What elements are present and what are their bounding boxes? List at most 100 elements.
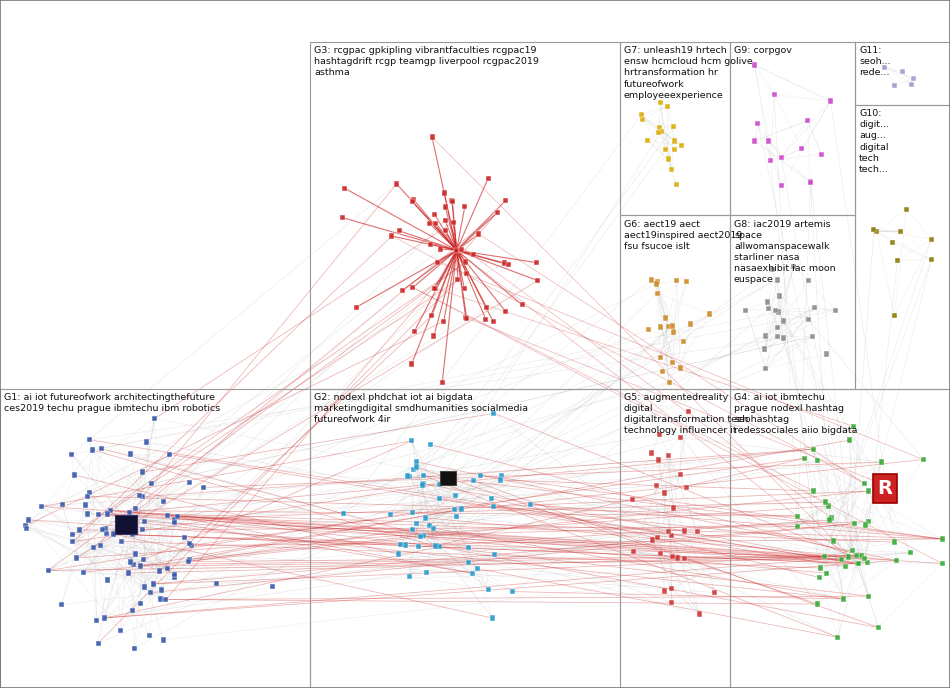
Bar — [142, 585, 147, 590]
Bar — [99, 543, 104, 548]
Bar — [408, 574, 412, 579]
Text: G6: aect19 aect
aect19inspired aect2019
fsu fsucoe islt: G6: aect19 aect aect19inspired aect2019 … — [624, 219, 742, 250]
Bar — [432, 211, 437, 217]
Bar — [819, 152, 824, 157]
Bar — [157, 568, 162, 574]
Bar — [671, 360, 675, 365]
Bar — [130, 562, 136, 567]
Bar — [454, 248, 459, 253]
Bar — [841, 596, 846, 601]
Bar — [670, 323, 675, 329]
Bar — [89, 447, 95, 453]
Bar — [818, 566, 823, 570]
Bar — [777, 294, 782, 299]
Bar — [70, 539, 75, 544]
Bar — [638, 112, 644, 118]
Bar — [795, 513, 800, 519]
Bar — [443, 228, 448, 233]
Text: G4: ai iot ibmtechu
prague nodexl hashtag
seohashtag
redessociales aiio bigdata: G4: ai iot ibmtechu prague nodexl hashta… — [734, 393, 858, 435]
Bar — [929, 237, 934, 242]
Bar — [433, 221, 438, 226]
Bar — [489, 496, 494, 501]
Bar — [766, 305, 770, 311]
Bar — [413, 464, 419, 470]
Bar — [863, 522, 867, 528]
Bar — [659, 129, 664, 134]
Bar — [810, 447, 816, 452]
Bar — [775, 334, 780, 339]
Bar — [96, 512, 101, 517]
Bar — [454, 514, 460, 519]
Bar — [162, 637, 166, 643]
Bar — [694, 529, 699, 534]
Bar — [686, 409, 691, 414]
Bar — [389, 512, 393, 517]
Bar — [0, 389, 310, 688]
Bar — [396, 552, 401, 557]
Bar — [437, 482, 443, 487]
Bar — [442, 191, 446, 195]
Bar — [898, 228, 902, 234]
Bar — [851, 424, 856, 429]
Bar — [431, 526, 436, 531]
Bar — [791, 264, 796, 269]
Bar — [865, 519, 871, 524]
Bar — [40, 504, 45, 509]
Bar — [407, 474, 412, 479]
Bar — [657, 354, 663, 360]
Bar — [189, 543, 194, 548]
Bar — [400, 288, 405, 293]
Bar — [620, 389, 730, 688]
Text: G2: nodexl phdchat iot ai bigdata
marketingdigital smdhumanities socialmedia
fut: G2: nodexl phdchat iot ai bigdata market… — [314, 393, 528, 424]
Bar — [866, 488, 871, 493]
Bar — [463, 204, 467, 209]
Bar — [671, 505, 676, 510]
Bar — [779, 155, 784, 160]
Bar — [775, 325, 780, 330]
Bar — [462, 286, 466, 291]
Bar — [186, 559, 191, 564]
Bar — [104, 531, 108, 537]
Bar — [730, 389, 950, 688]
Bar — [470, 570, 475, 576]
Bar — [465, 316, 469, 321]
Bar — [411, 329, 417, 334]
Bar — [397, 542, 403, 547]
Bar — [341, 510, 346, 516]
Bar — [657, 125, 662, 131]
Bar — [409, 510, 415, 515]
Bar — [411, 197, 416, 202]
Bar — [491, 504, 496, 509]
Bar — [669, 586, 674, 591]
Bar — [484, 305, 489, 310]
Bar — [172, 517, 177, 523]
Bar — [826, 504, 831, 508]
Bar — [680, 339, 686, 344]
Bar — [911, 76, 916, 81]
Bar — [510, 589, 515, 594]
Bar — [662, 588, 667, 594]
Bar — [133, 506, 138, 510]
Bar — [876, 625, 881, 630]
Bar — [466, 560, 471, 565]
Bar — [148, 590, 154, 595]
Bar — [674, 182, 678, 188]
Bar — [86, 494, 90, 499]
Bar — [770, 267, 775, 272]
Bar — [654, 483, 658, 488]
Bar — [658, 551, 663, 556]
Bar — [475, 566, 480, 571]
Bar — [418, 533, 423, 539]
Bar — [435, 260, 440, 265]
Bar — [828, 515, 834, 521]
Bar — [160, 588, 164, 592]
Bar — [443, 218, 447, 223]
Bar — [666, 529, 672, 535]
Bar — [144, 440, 149, 444]
Bar — [807, 317, 811, 322]
Bar — [768, 158, 772, 163]
Bar — [707, 312, 712, 316]
Bar — [161, 499, 166, 504]
Bar — [421, 533, 426, 538]
Bar — [774, 277, 780, 283]
